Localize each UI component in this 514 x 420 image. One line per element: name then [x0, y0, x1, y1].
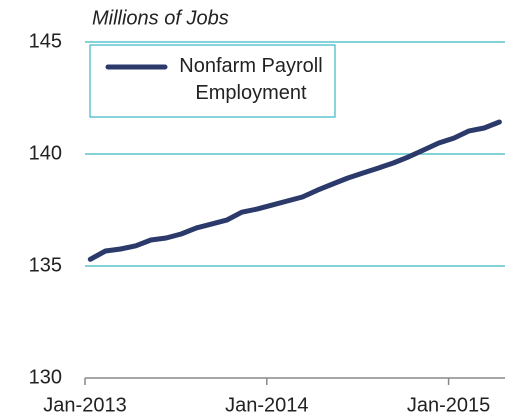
data-line [87, 119, 502, 262]
legend-box [89, 44, 336, 118]
y-axis-label: Millions of Jobs [92, 7, 229, 29]
legend-label: Nonfarm Payroll Employment [179, 55, 323, 104]
y-tick-label: 145 [29, 30, 62, 52]
x-tick-label: Jan-2013 [43, 394, 126, 416]
x-tick-label: Jan-2015 [407, 394, 490, 416]
y-tick-label: 135 [29, 254, 62, 276]
y-tick-label: 140 [29, 142, 62, 164]
y-tick-label: 130 [29, 366, 62, 388]
x-tick-label: Jan-2014 [225, 394, 308, 416]
